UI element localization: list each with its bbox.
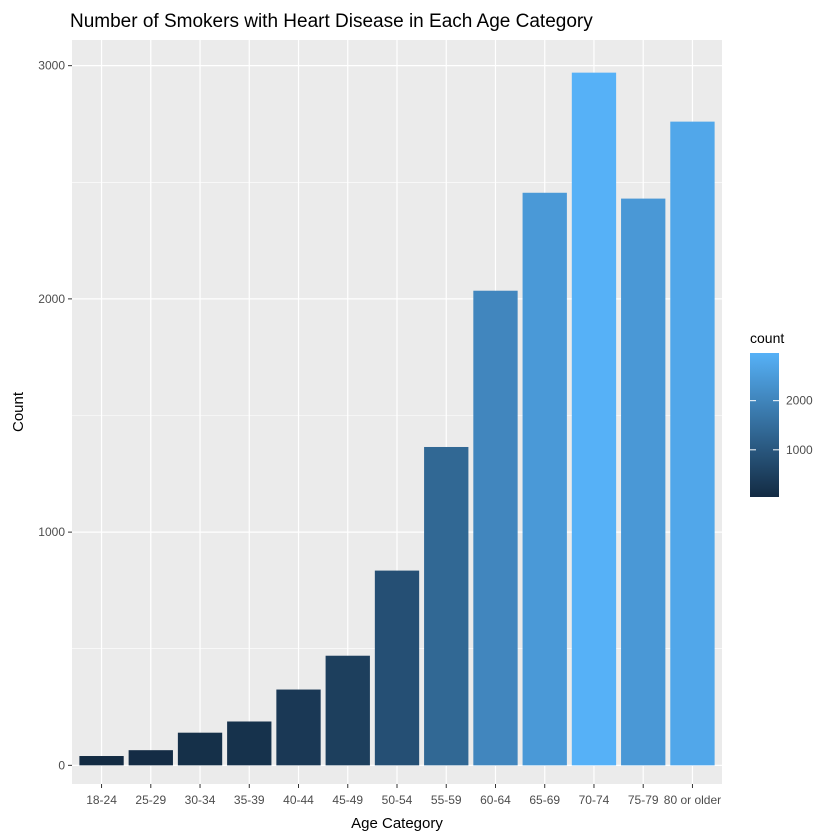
bar-80-or-older bbox=[670, 121, 715, 766]
legend-title: count bbox=[750, 330, 784, 346]
bar-35-39 bbox=[227, 721, 272, 766]
x-tick-label: 18-24 bbox=[86, 793, 117, 807]
y-tick-label: 2000 bbox=[38, 292, 65, 306]
legend-colorbar bbox=[750, 353, 779, 497]
legend-tick-label: 1000 bbox=[786, 443, 813, 457]
bar-30-34 bbox=[177, 732, 223, 766]
bars bbox=[79, 72, 715, 766]
bar-25-29 bbox=[128, 750, 173, 766]
x-tick-label: 50-54 bbox=[382, 793, 413, 807]
legend: count 1000 2000 bbox=[750, 330, 813, 497]
x-tick-label: 60-64 bbox=[480, 793, 511, 807]
legend-tick-label: 2000 bbox=[786, 394, 813, 408]
bar-50-54 bbox=[374, 570, 420, 766]
bar-40-44 bbox=[276, 689, 321, 766]
y-axis: 0 1000 2000 3000 bbox=[38, 59, 72, 772]
x-tick-label: 80 or older bbox=[664, 793, 721, 807]
bar-18-24 bbox=[79, 756, 124, 766]
x-tick-label: 45-49 bbox=[332, 793, 363, 807]
y-tick-label: 1000 bbox=[38, 525, 65, 539]
bar-55-59 bbox=[424, 446, 469, 766]
x-tick-label: 55-59 bbox=[431, 793, 462, 807]
bar-60-64 bbox=[473, 290, 518, 766]
x-tick-label: 35-39 bbox=[234, 793, 265, 807]
x-tick-label: 65-69 bbox=[529, 793, 560, 807]
bar-75-79 bbox=[621, 198, 666, 766]
y-tick-label: 0 bbox=[58, 758, 65, 772]
y-axis-title: Count bbox=[10, 391, 27, 432]
legend-ticks: 1000 2000 bbox=[750, 394, 813, 457]
x-tick-label: 25-29 bbox=[135, 793, 166, 807]
x-axis-title: Age Category bbox=[351, 815, 443, 832]
x-tick-label: 75-79 bbox=[628, 793, 659, 807]
bar-45-49 bbox=[325, 655, 370, 766]
y-tick-label: 3000 bbox=[38, 59, 65, 73]
x-tick-label: 40-44 bbox=[283, 793, 314, 807]
x-tick-label: 30-34 bbox=[185, 793, 216, 807]
bar-65-69 bbox=[522, 192, 567, 766]
bar-70-74 bbox=[571, 72, 617, 766]
x-axis: 18-24 25-29 30-34 35-39 40-44 45-49 50-54 55-59… bbox=[86, 784, 721, 807]
x-tick-label: 70-74 bbox=[579, 793, 610, 807]
chart-title: Number of Smokers with Heart Disease in … bbox=[70, 11, 593, 32]
